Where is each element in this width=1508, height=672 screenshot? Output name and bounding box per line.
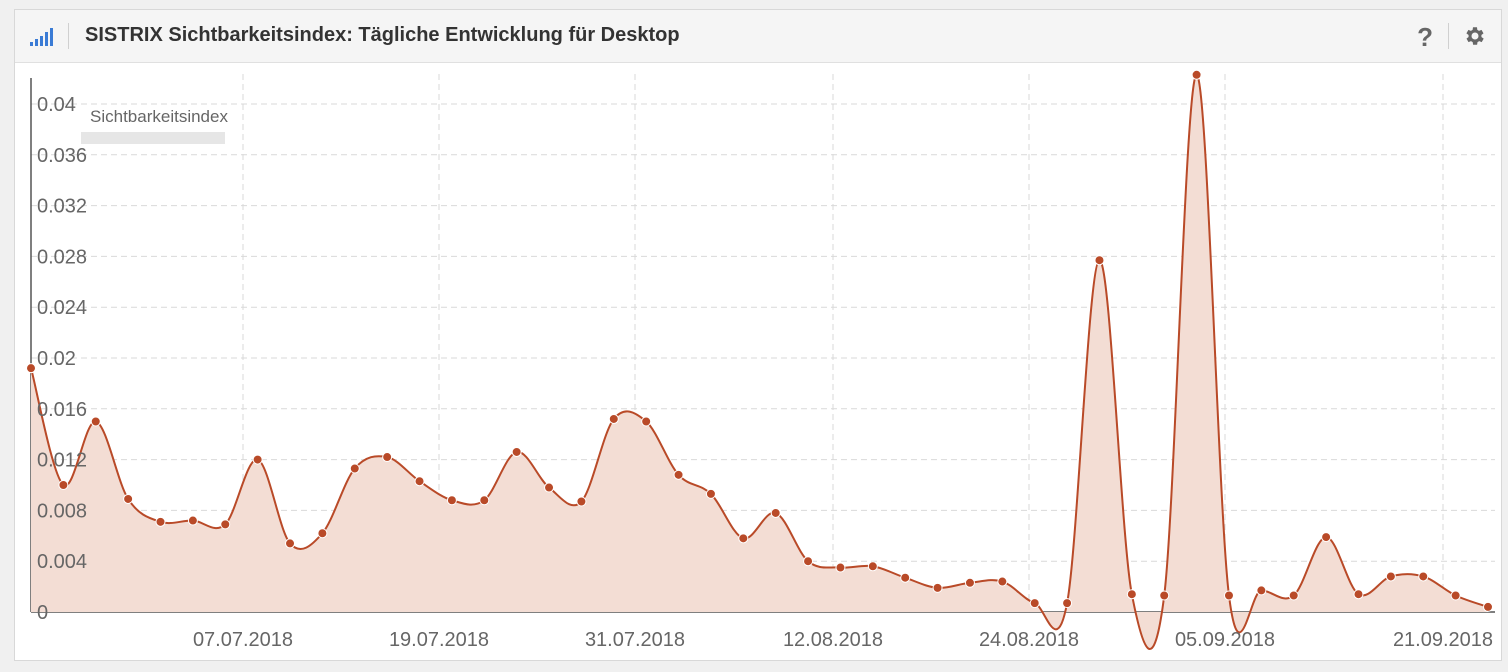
data-point[interactable]	[770, 507, 781, 518]
data-point[interactable]	[317, 528, 328, 539]
x-tick-label: 07.07.2018	[193, 629, 293, 651]
data-point[interactable]	[1288, 590, 1299, 601]
data-point[interactable]	[220, 519, 231, 530]
legend-title: Sichtbarkeitsindex	[90, 107, 228, 126]
area-layer	[30, 73, 1489, 650]
data-point[interactable]	[544, 482, 555, 493]
data-point[interactable]	[1223, 590, 1234, 601]
visibility-chart-panel: SISTRIX Sichtbarkeitsindex: Tägliche Ent…	[14, 9, 1502, 661]
data-point[interactable]	[1385, 571, 1396, 582]
data-point[interactable]	[187, 515, 198, 526]
data-point[interactable]	[90, 416, 101, 427]
data-point[interactable]	[803, 556, 814, 567]
data-point[interactable]	[673, 469, 684, 480]
legend-swatch	[81, 132, 225, 144]
x-tick-label: 12.08.2018	[783, 629, 883, 651]
x-tick-label: 31.07.2018	[585, 629, 685, 651]
y-tick-label: 0	[37, 602, 48, 624]
y-tick-label: 0.036	[37, 145, 87, 167]
panel-title: SISTRIX Sichtbarkeitsindex: Tägliche Ent…	[85, 24, 680, 46]
data-point[interactable]	[1191, 69, 1202, 80]
gear-icon[interactable]	[1463, 24, 1487, 48]
data-point[interactable]	[1450, 590, 1461, 601]
y-tick-label: 0.024	[37, 297, 87, 319]
panel-header: SISTRIX Sichtbarkeitsindex: Tägliche Ent…	[15, 10, 1501, 63]
y-tick-label: 0.016	[37, 399, 87, 421]
legend: Sichtbarkeitsindex	[81, 107, 228, 144]
data-point[interactable]	[155, 516, 166, 527]
points-layer	[26, 69, 1493, 612]
y-tick-label: 0.012	[37, 450, 87, 472]
data-point[interactable]	[1353, 589, 1364, 600]
y-tick-label: 0.02	[37, 348, 76, 370]
data-point[interactable]	[738, 533, 749, 544]
data-point[interactable]	[58, 480, 69, 490]
data-point[interactable]	[285, 538, 296, 549]
data-point[interactable]	[479, 495, 490, 506]
y-tick-label: 0.028	[37, 246, 87, 268]
data-point[interactable]	[382, 452, 393, 463]
data-point[interactable]	[123, 493, 134, 504]
header-divider	[68, 23, 69, 49]
data-point[interactable]	[576, 496, 587, 507]
x-tick-label: 19.07.2018	[389, 629, 489, 651]
x-tick-label: 21.09.2018	[1393, 629, 1493, 651]
data-point[interactable]	[446, 495, 457, 506]
data-point[interactable]	[26, 363, 36, 374]
data-point[interactable]	[1321, 532, 1332, 543]
data-point[interactable]	[1094, 255, 1105, 266]
data-point[interactable]	[1483, 601, 1493, 612]
data-point[interactable]	[1029, 598, 1040, 609]
data-point[interactable]	[414, 476, 425, 487]
data-point[interactable]	[932, 582, 943, 593]
series-area	[31, 74, 1488, 649]
x-tick-label: 05.09.2018	[1175, 629, 1275, 651]
data-point[interactable]	[349, 463, 360, 474]
line-area-chart: 0 0.004 0.008 0.012 0.016 0.02 0.024 0.028 0.032…	[26, 69, 1495, 651]
data-point[interactable]	[900, 572, 911, 583]
data-point[interactable]	[1256, 585, 1267, 596]
data-point[interactable]	[252, 454, 263, 465]
data-point[interactable]	[964, 577, 975, 588]
data-point[interactable]	[705, 488, 716, 499]
data-point[interactable]	[1159, 590, 1170, 601]
data-point[interactable]	[608, 413, 619, 424]
data-point[interactable]	[835, 562, 846, 573]
x-tick-label: 24.08.2018	[979, 629, 1079, 651]
data-point[interactable]	[511, 446, 522, 457]
y-tick-label: 0.032	[37, 196, 87, 218]
help-icon[interactable]: ?	[1417, 22, 1433, 52]
signal-bars-icon	[30, 28, 53, 46]
data-point[interactable]	[867, 561, 878, 572]
data-point[interactable]	[1062, 598, 1073, 609]
y-tick-label: 0.004	[37, 551, 87, 573]
y-tick-label: 0.04	[37, 94, 76, 116]
label-layer: 0 0.004 0.008 0.012 0.016 0.02 0.024 0.028 0.032…	[37, 94, 1493, 651]
data-point[interactable]	[1418, 571, 1429, 582]
data-point[interactable]	[641, 416, 652, 427]
y-tick-label: 0.008	[37, 500, 87, 522]
data-point[interactable]	[997, 576, 1008, 587]
header-divider	[1448, 23, 1449, 49]
data-point[interactable]	[1126, 589, 1137, 600]
